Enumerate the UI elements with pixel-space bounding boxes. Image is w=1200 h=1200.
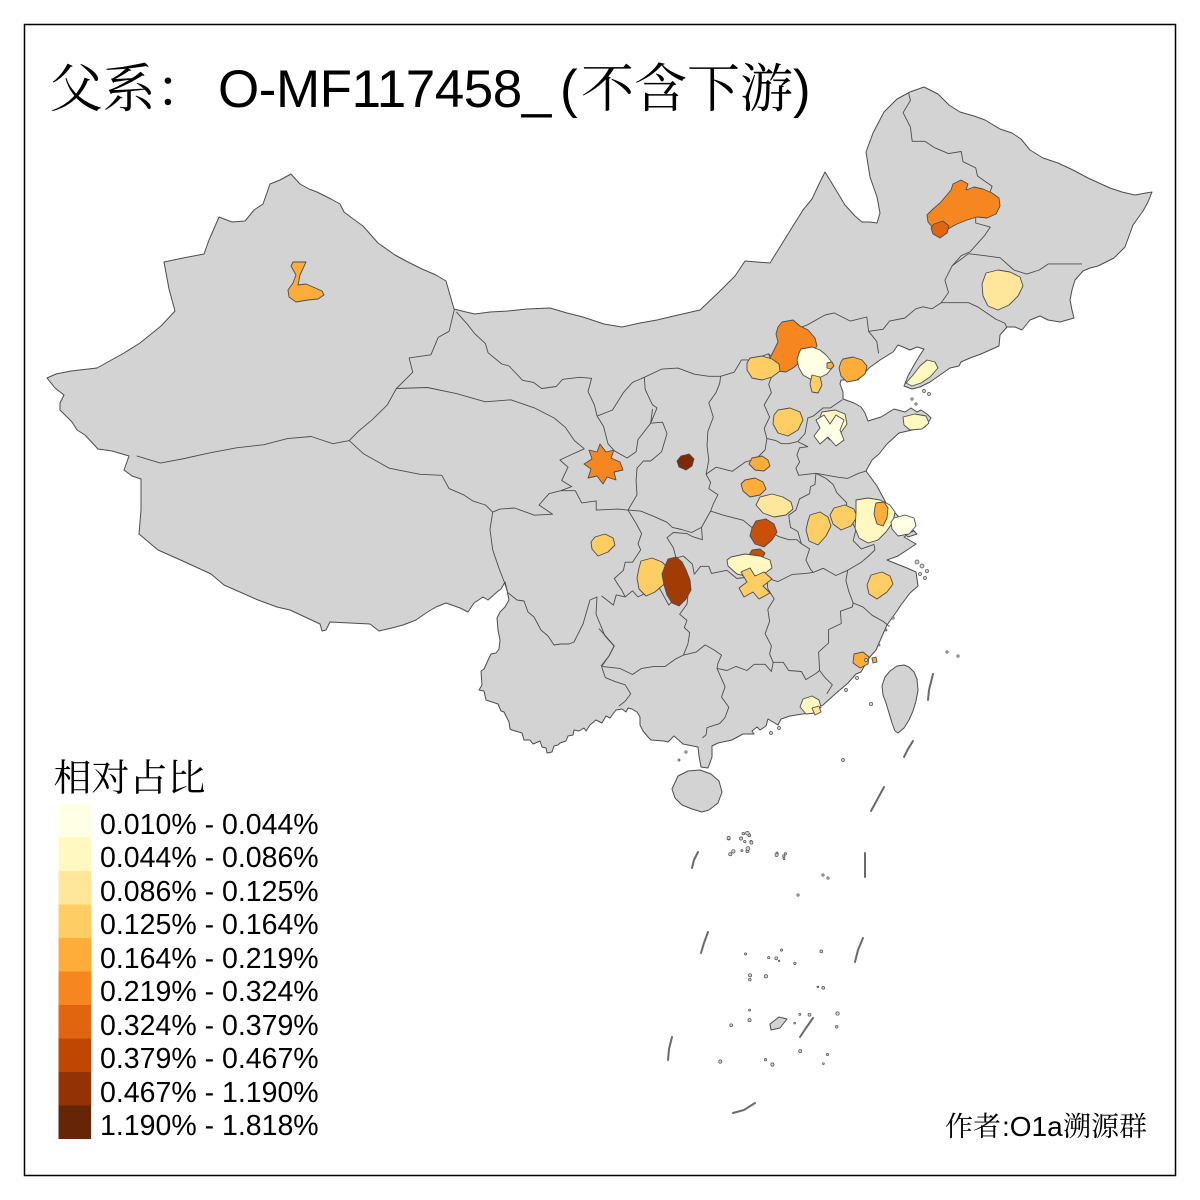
svg-text:0.086% - 0.125%: 0.086% - 0.125% [100,876,319,908]
svg-text:): ) [793,60,811,119]
svg-text:0.324% - 0.379%: 0.324% - 0.379% [100,1010,319,1042]
svg-text:0.010% - 0.044%: 0.010% - 0.044% [100,809,319,841]
svg-text::O1a: :O1a [1002,1111,1063,1142]
svg-text:0.219% - 0.324%: 0.219% - 0.324% [100,976,319,1008]
svg-text:0.467% - 1.190%: 0.467% - 1.190% [100,1077,319,1109]
svg-text:0.044% - 0.086%: 0.044% - 0.086% [100,842,319,874]
svg-text:0.164% - 0.219%: 0.164% - 0.219% [100,943,319,975]
svg-text:0.125% - 0.164%: 0.125% - 0.164% [100,909,319,941]
svg-text:1.190% - 1.818%: 1.190% - 1.818% [100,1110,319,1142]
svg-text:(: ( [560,60,578,119]
svg-text:O-MF117458_: O-MF117458_ [218,60,553,119]
svg-text:0.379% - 0.467%: 0.379% - 0.467% [100,1043,319,1075]
